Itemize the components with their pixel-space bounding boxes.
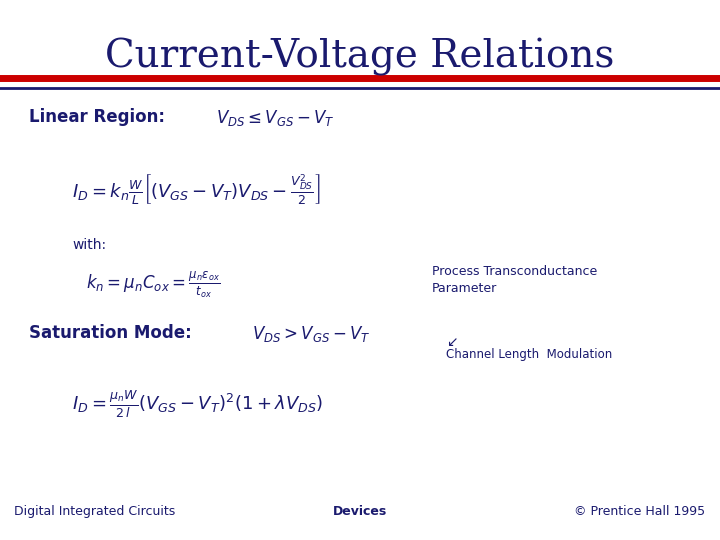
Text: Digital Integrated Circuits: Digital Integrated Circuits xyxy=(14,505,176,518)
Text: $I_D = k_n \frac{W}{L}\left[\left(V_{GS}-V_T\right)V_{DS} - \frac{V_{DS}^2}{2}\r: $I_D = k_n \frac{W}{L}\left[\left(V_{GS}… xyxy=(72,173,320,207)
Text: Current-Voltage Relations: Current-Voltage Relations xyxy=(105,38,615,76)
Text: Linear Region:: Linear Region: xyxy=(29,108,165,126)
Text: Saturation Mode:: Saturation Mode: xyxy=(29,324,192,342)
Text: Devices: Devices xyxy=(333,505,387,518)
Text: with:: with: xyxy=(72,238,106,252)
Text: $\swarrow$: $\swarrow$ xyxy=(444,335,459,349)
Text: Process Transconductance
Parameter: Process Transconductance Parameter xyxy=(432,265,598,295)
Text: $V_{DS} \leq V_{GS} - V_T$: $V_{DS} \leq V_{GS} - V_T$ xyxy=(216,108,335,128)
Text: $k_n = \mu_n C_{ox} = \frac{\mu_n \varepsilon_{ox}}{t_{ox}}$: $k_n = \mu_n C_{ox} = \frac{\mu_n \varep… xyxy=(86,270,220,300)
Text: $V_{DS} > V_{GS} - V_T$: $V_{DS} > V_{GS} - V_T$ xyxy=(252,324,371,344)
Text: $I_D = \frac{\mu_n W}{2\,l}(V_{GS}-V_T)^2(1+\lambda V_{DS})$: $I_D = \frac{\mu_n W}{2\,l}(V_{GS}-V_T)^… xyxy=(72,389,323,420)
Text: Channel Length  Modulation: Channel Length Modulation xyxy=(446,348,613,361)
Text: © Prentice Hall 1995: © Prentice Hall 1995 xyxy=(575,505,706,518)
